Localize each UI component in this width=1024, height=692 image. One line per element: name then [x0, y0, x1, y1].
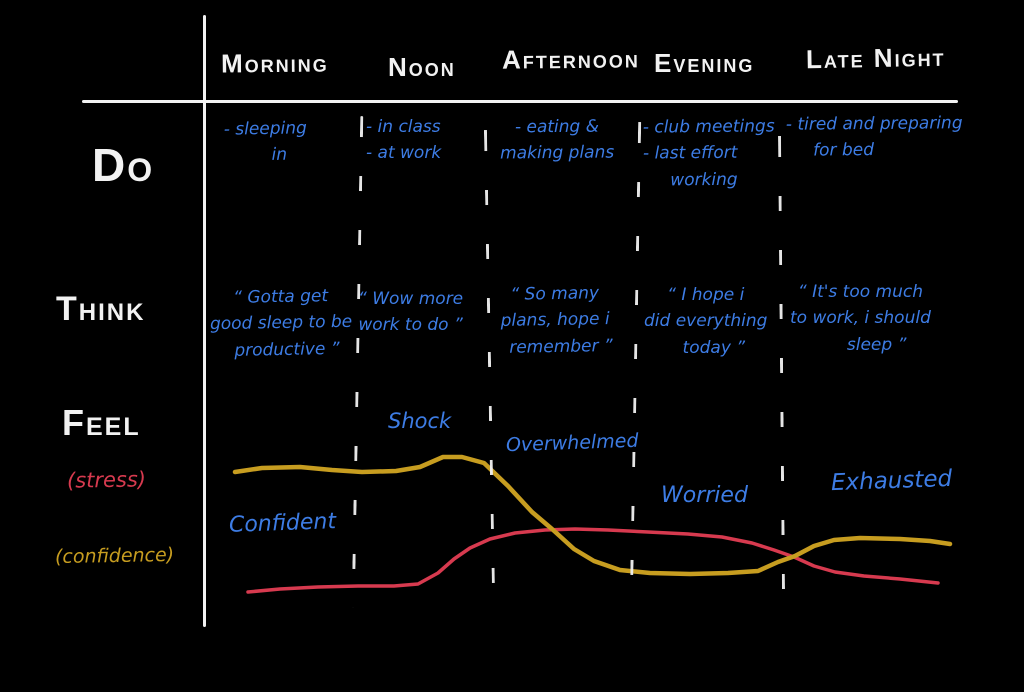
think-cell-evening: “ I hope i did everything today ” — [644, 285, 768, 358]
feel-word-shock: Shock — [388, 409, 452, 433]
think-cell-afternoon: “ So many plans, hope i remember ” — [498, 283, 613, 358]
grid-horizontal-axis-line — [82, 100, 958, 103]
do-cell-noon: - in class - at work — [366, 117, 442, 164]
do-cell-afternoon: - eating & making plans — [500, 116, 615, 164]
feel-word-worried: Worried — [661, 483, 748, 508]
feel-word-exhausted: Exhausted — [830, 465, 953, 497]
row-header-feel: Feel — [62, 402, 141, 443]
think-cell-late-night: “ It's too much to work, i should sleep … — [790, 282, 931, 355]
feel-word-overwhelmed: Overwhelmed — [505, 429, 639, 457]
row-header-think: Think — [56, 290, 146, 328]
row-header-do: Do — [92, 139, 155, 191]
legend-stress-label: (stress) — [66, 467, 147, 493]
column-header-morning: Morning — [220, 47, 329, 79]
think-cell-noon: “ Wow more work to do ” — [358, 289, 464, 336]
column-header-afternoon: Afternoon — [501, 43, 640, 75]
do-cell-morning: - sleeping in — [223, 118, 308, 166]
feel-word-confident: Confident — [228, 509, 337, 538]
column-header-late-night: Late Night — [805, 41, 946, 75]
do-cell-late-night: - tired and preparing for bed — [785, 113, 963, 162]
column-header-evening: Evening — [654, 48, 755, 78]
think-cell-morning: “ Gotta get good sleep to be productive … — [209, 286, 353, 361]
column-header-noon: Noon — [388, 52, 456, 82]
legend-confidence-label: (confidence) — [54, 543, 175, 569]
do-cell-evening: - club meetings - last effort working — [642, 116, 775, 191]
grid-vertical-axis-line — [203, 15, 206, 627]
